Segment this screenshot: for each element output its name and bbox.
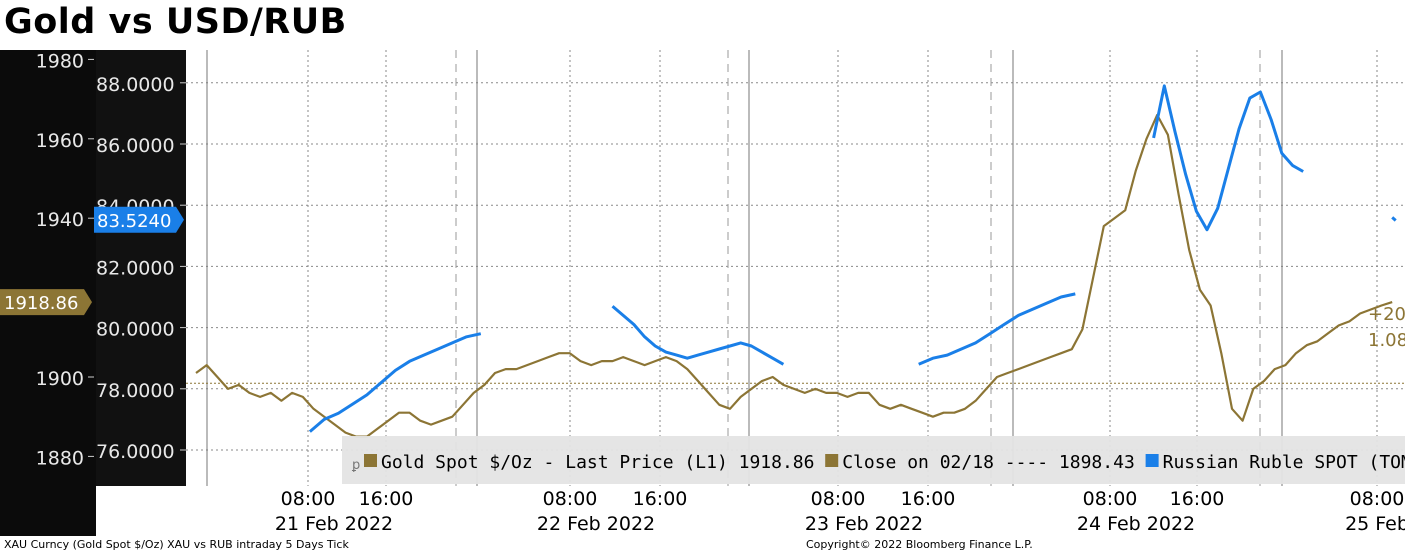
left-tick-label: 1880	[36, 447, 84, 469]
x-tick-time: 08:00	[1083, 488, 1138, 510]
left-axis-ticks: 1980 1960 1940 1900 1880	[36, 50, 94, 469]
left-tick-label: 1980	[36, 50, 84, 72]
right-tick-label: 80.0000	[96, 319, 175, 341]
x-tick-date: 24 Feb 2022	[1077, 513, 1195, 535]
gold-last-badge	[0, 289, 92, 316]
legend-label: Gold Spot $/Oz - Last Price (L1) 1918.86	[381, 452, 814, 473]
right-axis-panel	[96, 50, 186, 486]
legend-swatch	[825, 454, 839, 467]
series-ruble-line	[308, 332, 482, 433]
series-ruble-line	[611, 305, 785, 366]
x-tick-date: 23 Feb 2022	[805, 513, 923, 535]
right-tick-label: 88.0000	[96, 74, 175, 96]
series-ruble-line	[1152, 84, 1304, 232]
x-tick-time: 08:00	[811, 488, 866, 510]
change-pct: 1.08	[1368, 330, 1405, 351]
legend-pin-icon: ꝑ	[351, 458, 360, 473]
legend-swatch	[364, 454, 377, 467]
series-ruble-line	[1391, 216, 1397, 222]
x-tick-time: 08:00	[281, 488, 336, 510]
left-tick-label: 1960	[36, 130, 84, 152]
footer-source: XAU Curncy (Gold Spot $/Oz) XAU vs RUB i…	[4, 538, 349, 551]
x-tick-time: 16:00	[633, 488, 688, 510]
x-tick-date: 21 Feb 2022	[275, 513, 393, 535]
right-tick-label: 76.0000	[96, 441, 175, 463]
legend-label: Russian Ruble SPOT (TOM) - Last	[1163, 452, 1405, 473]
right-tick-label: 86.0000	[96, 135, 175, 157]
right-axis-ticks: 88.000086.000084.000082.000080.000078.00…	[96, 74, 186, 463]
ruble-last-badge	[94, 206, 184, 233]
series-gold-line	[195, 113, 1393, 438]
last-value-labels: 1918.86 83.5240	[0, 206, 184, 316]
left-tick-label: 1900	[36, 368, 84, 390]
x-tick-time: 16:00	[1170, 488, 1225, 510]
session-separators	[206, 50, 1283, 486]
legend-swatch	[1145, 454, 1159, 467]
x-tick-date: 22 Feb 2022	[537, 513, 655, 535]
legend-box	[342, 436, 1405, 484]
chart-title: Gold vs USD/RUB	[4, 2, 347, 42]
series-ruble-line	[918, 292, 1076, 366]
x-tick-time: 08:00	[543, 488, 598, 510]
gridlines	[186, 50, 1405, 486]
x-tick-time: 16:00	[901, 488, 956, 510]
legend: ꝑ Gold Spot $/Oz - Last Price (L1) 1918.8…	[342, 436, 1405, 484]
x-axis-ticks: 08:00 21 Feb 2022 16:00 08:00 22 Feb 2022 16:…	[275, 488, 1405, 535]
x-tick-time: 16:00	[359, 488, 414, 510]
x-tick-date: 25 Feb	[1345, 513, 1405, 535]
left-tick-label: 1940	[36, 209, 84, 231]
footer-copyright: Copyright© 2022 Bloomberg Finance L.P.	[806, 538, 1033, 551]
right-tick-label: 78.0000	[96, 380, 175, 402]
right-tick-label: 82.0000	[96, 257, 175, 279]
x-axis-panel	[96, 486, 1405, 536]
annotation: +20 1.08	[1368, 304, 1405, 351]
gold-last-value: 1918.86	[4, 293, 78, 314]
series-group	[195, 84, 1397, 438]
change-abs: +20	[1368, 304, 1405, 325]
x-tick-time: 08:00	[1350, 488, 1405, 510]
legend-label: Close on 02/18 ---- 1898.43	[842, 452, 1135, 473]
ruble-last-value: 83.5240	[97, 211, 171, 232]
